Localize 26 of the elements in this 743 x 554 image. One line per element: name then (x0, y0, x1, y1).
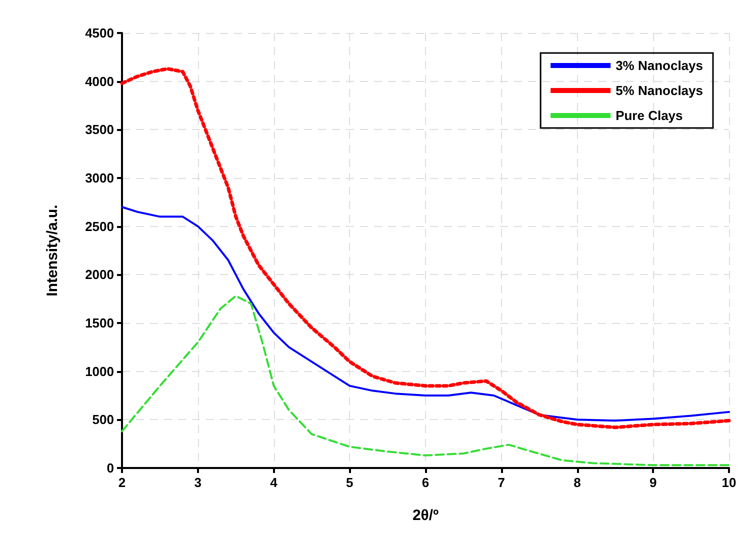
y-tick-label: 3000 (85, 170, 114, 186)
y-axis-title: Intensity/a.u. (44, 204, 61, 296)
x-tick-label: 6 (422, 475, 430, 490)
y-tick-label: 1500 (85, 316, 114, 330)
line-series (121, 294, 730, 466)
x-tick-label: 2 (118, 475, 126, 490)
y-tick-label: 3500 (85, 122, 114, 138)
x-tick-label: 5 (346, 475, 354, 490)
legend-label: 3% Nanoclays (616, 58, 704, 73)
x-tick-label: 8 (574, 475, 581, 490)
y-tick-label: 2500 (85, 218, 114, 234)
x-tick-label: 9 (650, 475, 657, 490)
legend-label: 5% Nanoclays (616, 83, 704, 98)
y-tick-label: 0 (106, 460, 114, 476)
x-tick-label: 4 (270, 475, 278, 490)
x-tick-label: 10 (722, 475, 736, 490)
y-tick-label: 4000 (85, 74, 114, 89)
y-tick-label: 500 (92, 412, 114, 428)
y-tick-label: 2000 (85, 267, 114, 282)
line-series (121, 206, 730, 422)
y-tick-label: 4500 (85, 26, 114, 40)
legend-label: Pure Clays (616, 108, 683, 123)
x-axis-title: 2θ/º (412, 507, 440, 524)
y-tick-label: 1000 (85, 364, 114, 379)
x-tick-label: 3 (194, 475, 202, 490)
x-tick-label: 7 (498, 475, 505, 490)
